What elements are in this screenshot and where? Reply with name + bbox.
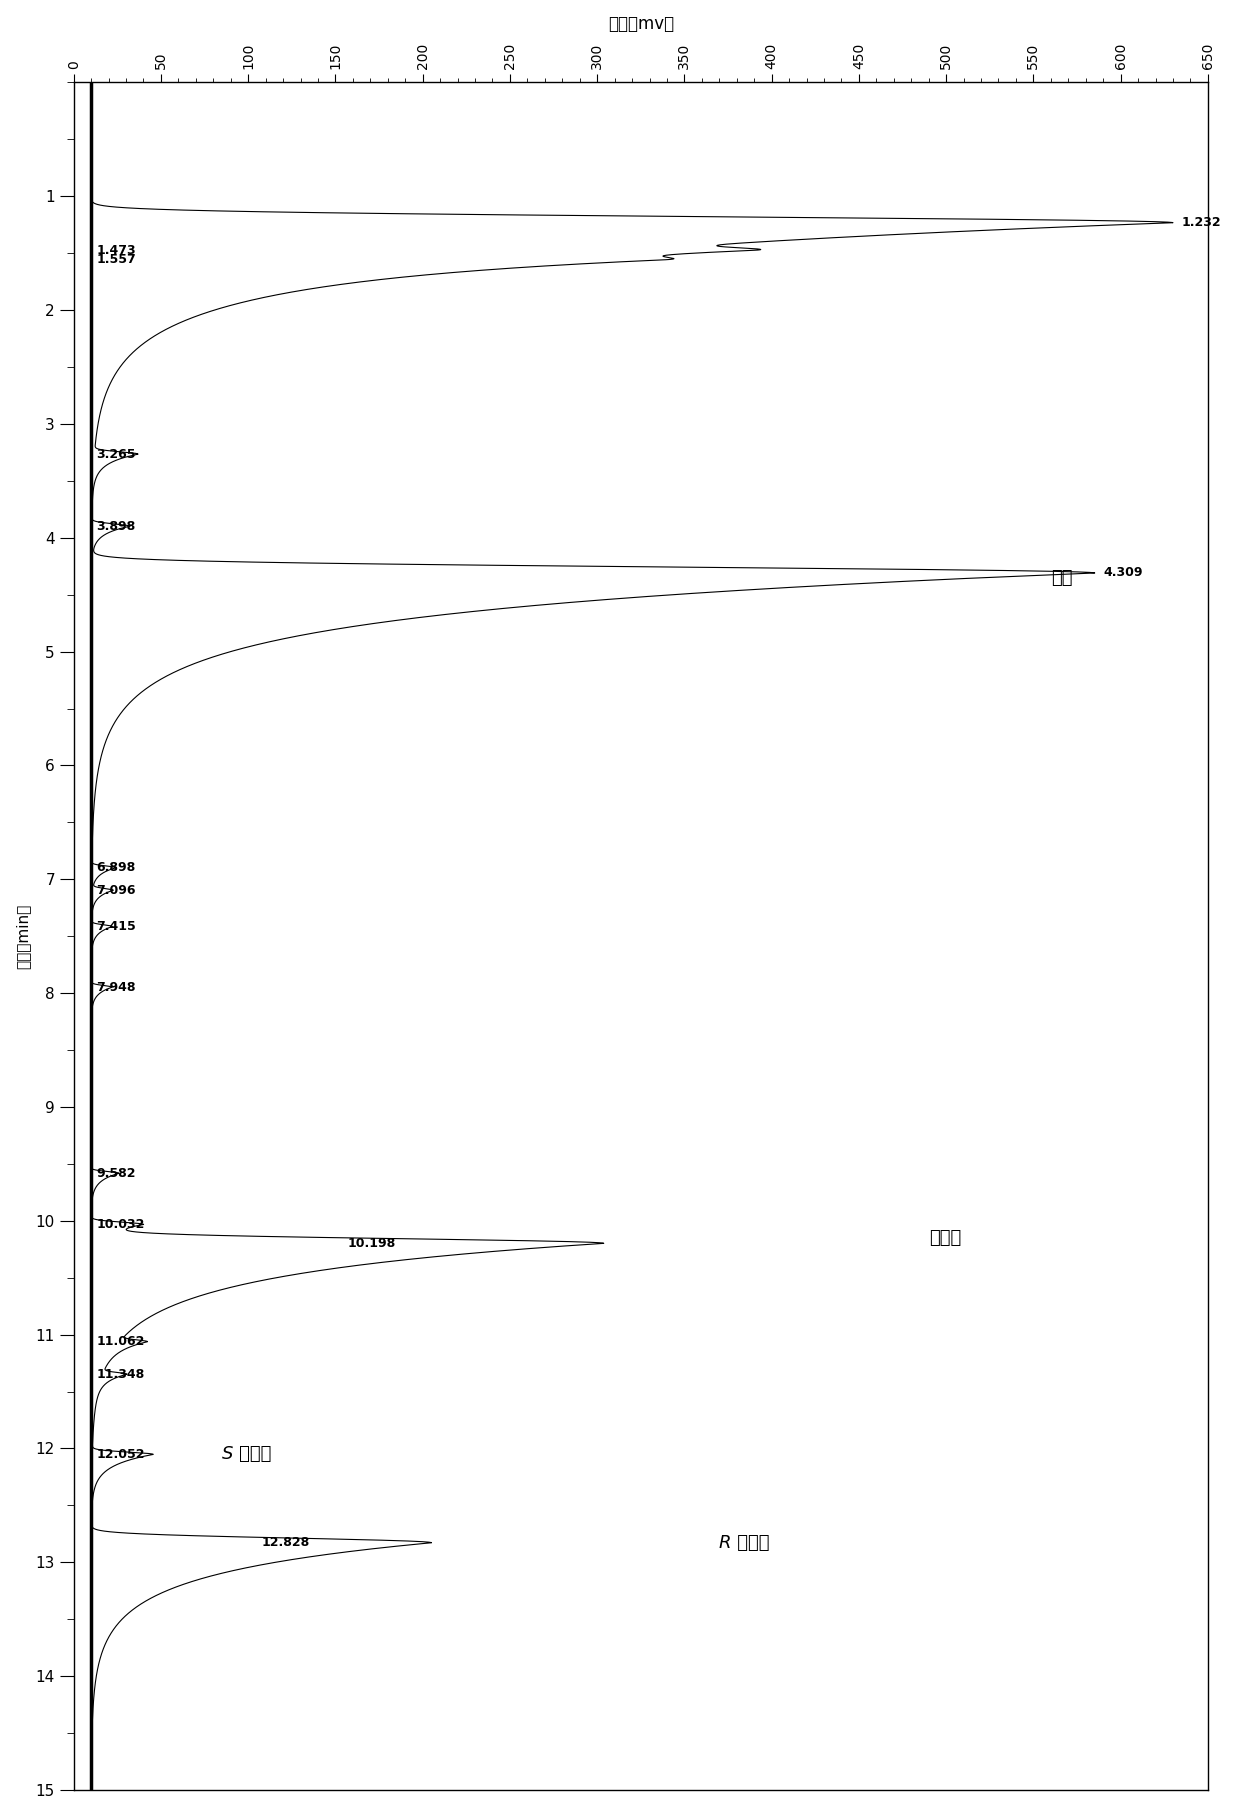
Y-axis label: 时间（min）: 时间（min） bbox=[15, 903, 30, 969]
Text: 1.557: 1.557 bbox=[97, 254, 136, 267]
Text: S 型产物: S 型产物 bbox=[222, 1446, 272, 1464]
Text: 7.096: 7.096 bbox=[97, 883, 136, 896]
Text: 1.232: 1.232 bbox=[1182, 216, 1221, 229]
Text: 4.309: 4.309 bbox=[1104, 566, 1143, 579]
Text: R 型产物: R 型产物 bbox=[719, 1535, 770, 1551]
Text: 3.265: 3.265 bbox=[97, 448, 136, 461]
Text: 10.198: 10.198 bbox=[347, 1237, 396, 1250]
Text: 12.828: 12.828 bbox=[262, 1536, 310, 1549]
Text: 11.348: 11.348 bbox=[97, 1368, 145, 1380]
Text: 12.052: 12.052 bbox=[97, 1448, 145, 1460]
Text: 11.062: 11.062 bbox=[97, 1335, 145, 1348]
X-axis label: 电压（mv）: 电压（mv） bbox=[608, 15, 673, 33]
Text: 7.948: 7.948 bbox=[97, 981, 136, 994]
Text: 3.898: 3.898 bbox=[97, 519, 135, 533]
Text: 1.473: 1.473 bbox=[97, 243, 136, 256]
Text: 6.898: 6.898 bbox=[97, 862, 135, 874]
Text: 10.032: 10.032 bbox=[97, 1217, 145, 1232]
Text: 7.415: 7.415 bbox=[97, 920, 136, 932]
Text: 9.582: 9.582 bbox=[97, 1166, 136, 1179]
Text: 十二烷: 十二烷 bbox=[929, 1228, 961, 1246]
Text: 底物: 底物 bbox=[1050, 568, 1073, 586]
